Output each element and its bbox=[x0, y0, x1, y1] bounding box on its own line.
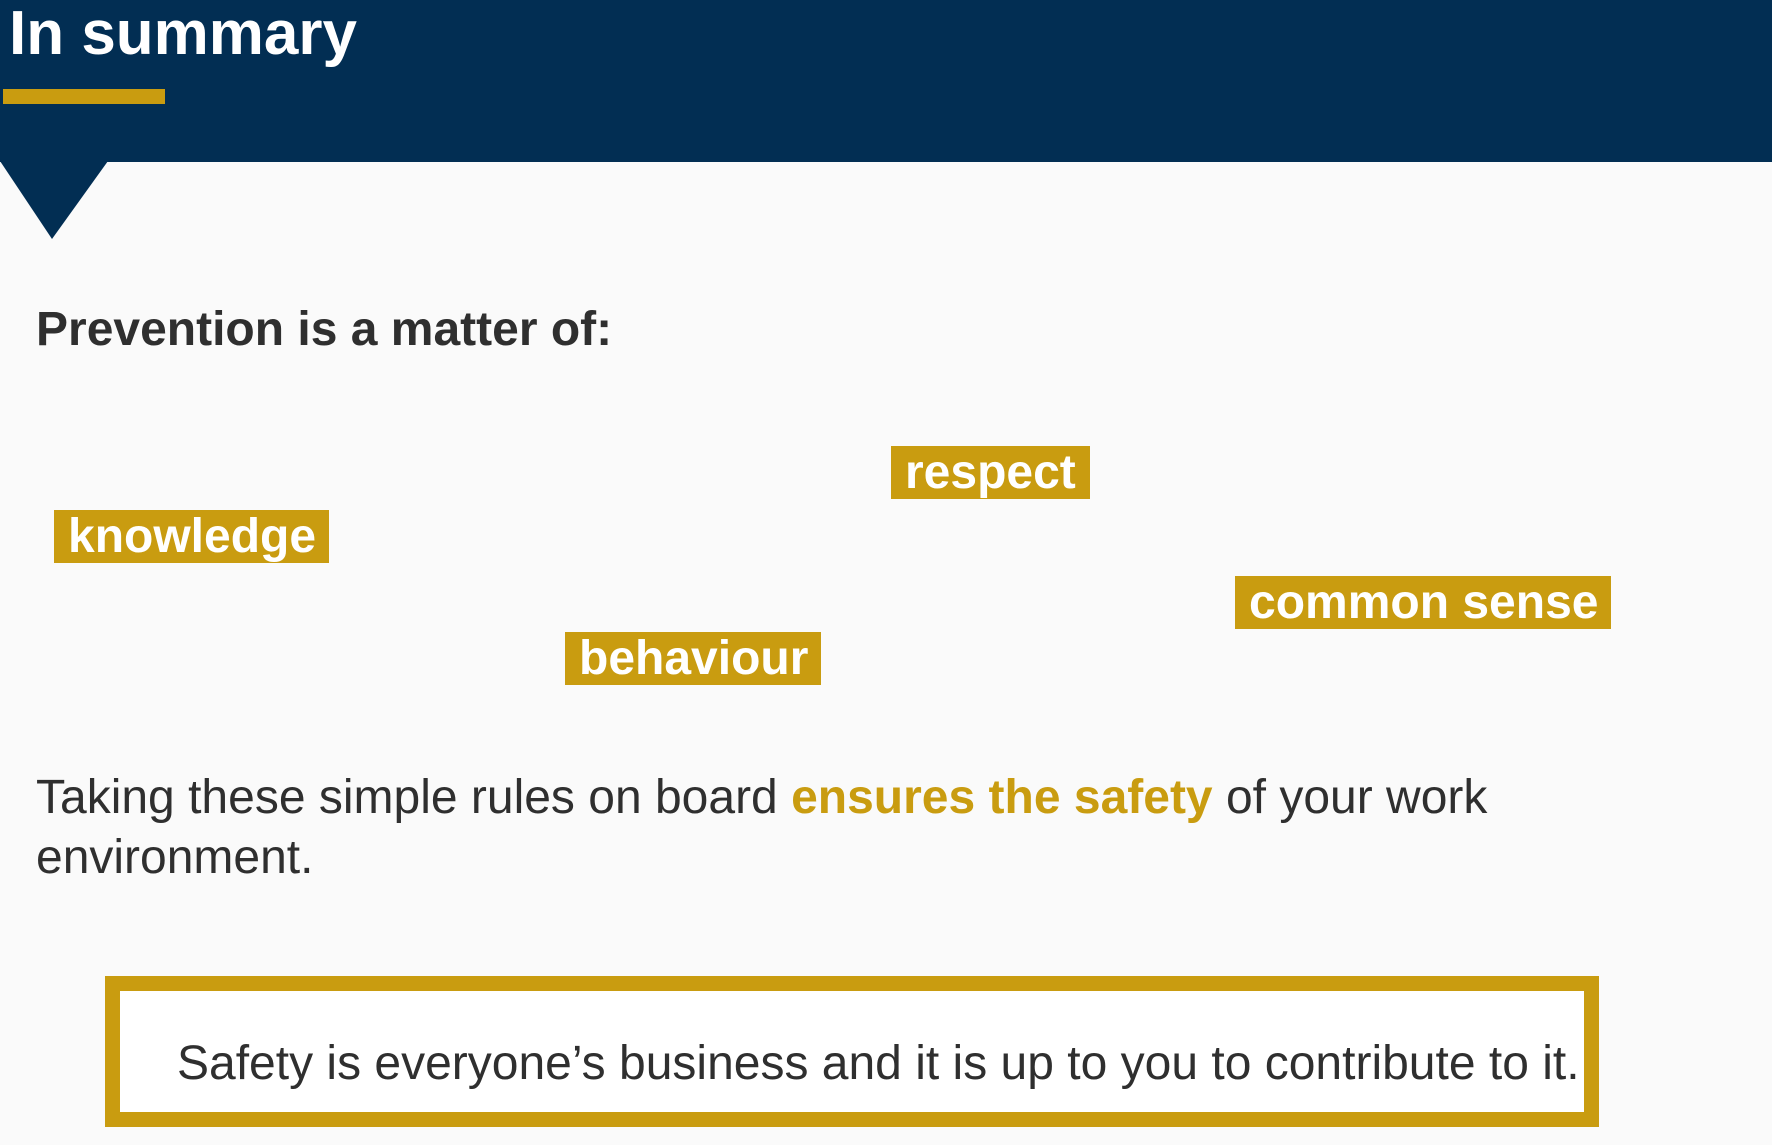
tag-knowledge: knowledge bbox=[54, 510, 329, 563]
pointer-shape bbox=[0, 161, 108, 239]
tag-common-sense: common sense bbox=[1235, 576, 1611, 629]
page-title: In summary bbox=[9, 0, 358, 68]
tag-respect: respect bbox=[891, 446, 1090, 499]
header-pointer-triangle bbox=[0, 161, 108, 239]
paragraph-text-before: Taking these simple rules on board bbox=[36, 771, 792, 824]
prevention-heading: Prevention is a matter of: bbox=[36, 303, 613, 356]
tag-behaviour: behaviour bbox=[565, 632, 821, 685]
header-banner: In summary bbox=[0, 0, 1772, 162]
safety-callout-box: Safety is everyone’s business and it is … bbox=[105, 976, 1599, 1127]
title-underline bbox=[3, 89, 165, 104]
callout-text: Safety is everyone’s business and it is … bbox=[177, 1037, 1580, 1090]
summary-paragraph: Taking these simple rules on board ensur… bbox=[36, 768, 1596, 888]
paragraph-text-after: of your work environment. bbox=[36, 771, 1488, 884]
highlight-ensures-safety: ensures the safety bbox=[791, 771, 1213, 824]
